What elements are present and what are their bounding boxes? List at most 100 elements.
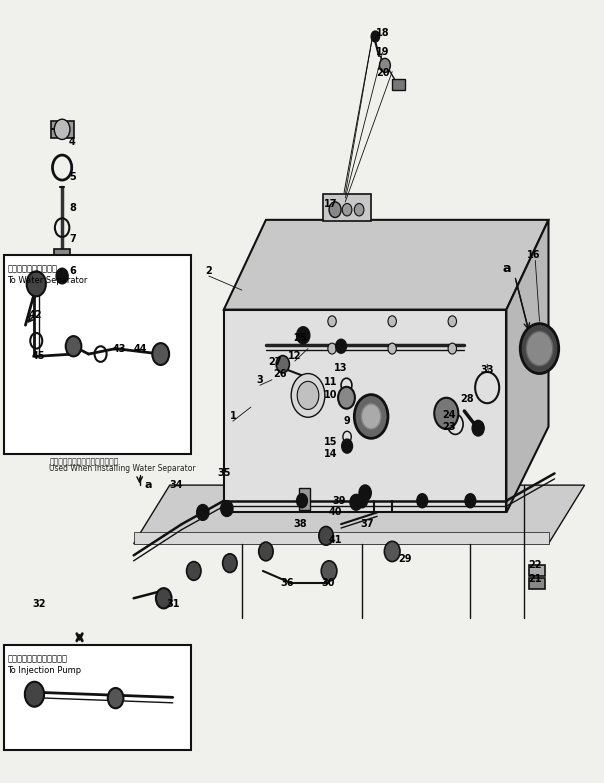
Text: 42: 42 bbox=[28, 310, 42, 320]
Circle shape bbox=[297, 494, 307, 507]
Bar bbox=[54, 249, 70, 265]
Text: ウォータセパレータへ: ウォータセパレータへ bbox=[7, 265, 57, 273]
Bar bbox=[323, 194, 371, 222]
Text: 36: 36 bbox=[280, 578, 294, 588]
Circle shape bbox=[472, 420, 484, 436]
Circle shape bbox=[319, 526, 333, 545]
Text: ウォータセパレータ設置時に使用: ウォータセパレータ設置時に使用 bbox=[50, 457, 119, 466]
Circle shape bbox=[221, 501, 233, 516]
Circle shape bbox=[259, 542, 273, 561]
Text: 34: 34 bbox=[169, 480, 182, 490]
Circle shape bbox=[56, 269, 68, 283]
Circle shape bbox=[350, 495, 362, 510]
Bar bbox=[4, 645, 191, 750]
Bar bbox=[529, 565, 545, 576]
Circle shape bbox=[448, 343, 457, 354]
Text: 11: 11 bbox=[324, 377, 338, 387]
Text: 1: 1 bbox=[230, 412, 236, 421]
Text: 22: 22 bbox=[528, 560, 542, 570]
Text: 8: 8 bbox=[69, 203, 76, 213]
Text: a: a bbox=[502, 262, 510, 275]
Circle shape bbox=[321, 561, 337, 581]
Circle shape bbox=[25, 682, 44, 707]
Text: 28: 28 bbox=[460, 395, 474, 404]
Circle shape bbox=[520, 323, 559, 373]
Circle shape bbox=[342, 204, 352, 216]
Text: 4: 4 bbox=[69, 137, 76, 147]
Polygon shape bbox=[133, 532, 548, 543]
Text: 7: 7 bbox=[69, 234, 76, 244]
Polygon shape bbox=[506, 220, 548, 512]
Circle shape bbox=[156, 588, 172, 608]
Text: 5: 5 bbox=[69, 172, 76, 182]
Circle shape bbox=[328, 343, 336, 354]
Circle shape bbox=[276, 355, 289, 373]
Text: 39: 39 bbox=[333, 496, 346, 506]
Text: 18: 18 bbox=[376, 27, 390, 38]
Text: 45: 45 bbox=[32, 352, 45, 362]
Text: a: a bbox=[145, 480, 152, 490]
Circle shape bbox=[526, 331, 553, 366]
Text: 16: 16 bbox=[527, 250, 540, 260]
Text: 19: 19 bbox=[376, 47, 390, 57]
Text: 27: 27 bbox=[268, 357, 281, 367]
Text: 23: 23 bbox=[443, 421, 456, 431]
Text: 30: 30 bbox=[321, 578, 335, 588]
Circle shape bbox=[108, 688, 123, 709]
Text: 10: 10 bbox=[324, 390, 338, 399]
Bar bbox=[51, 121, 74, 138]
Text: 17: 17 bbox=[324, 199, 338, 209]
Circle shape bbox=[388, 343, 396, 354]
Circle shape bbox=[448, 316, 457, 327]
Text: 12: 12 bbox=[288, 351, 301, 361]
Circle shape bbox=[342, 439, 353, 453]
Circle shape bbox=[297, 327, 310, 344]
Circle shape bbox=[357, 494, 367, 507]
Polygon shape bbox=[224, 220, 548, 309]
Circle shape bbox=[379, 59, 390, 72]
Circle shape bbox=[27, 272, 46, 296]
Text: 44: 44 bbox=[134, 344, 147, 354]
Circle shape bbox=[362, 404, 381, 429]
Text: 41: 41 bbox=[329, 535, 342, 545]
Circle shape bbox=[297, 381, 319, 410]
Circle shape bbox=[371, 31, 379, 42]
Text: 9: 9 bbox=[344, 416, 350, 426]
Text: 29: 29 bbox=[399, 554, 412, 565]
Circle shape bbox=[223, 554, 237, 572]
Text: Used When Installing Water Separator: Used When Installing Water Separator bbox=[50, 464, 196, 473]
Circle shape bbox=[384, 541, 400, 561]
Text: インジェクションポンプへ: インジェクションポンプへ bbox=[7, 655, 68, 664]
Circle shape bbox=[338, 387, 355, 409]
Circle shape bbox=[359, 485, 371, 501]
Text: 26: 26 bbox=[273, 370, 286, 379]
Text: 14: 14 bbox=[324, 449, 338, 459]
Circle shape bbox=[66, 336, 82, 356]
Circle shape bbox=[336, 339, 347, 353]
Text: 25: 25 bbox=[294, 334, 307, 344]
Circle shape bbox=[465, 494, 476, 507]
Text: 13: 13 bbox=[335, 363, 348, 373]
Text: 35: 35 bbox=[217, 468, 231, 478]
Circle shape bbox=[329, 202, 341, 218]
Bar bbox=[4, 255, 191, 454]
Circle shape bbox=[355, 395, 388, 438]
Circle shape bbox=[434, 398, 458, 429]
Text: 33: 33 bbox=[480, 365, 494, 374]
Circle shape bbox=[291, 373, 325, 417]
Text: 32: 32 bbox=[32, 599, 45, 608]
Text: 31: 31 bbox=[166, 599, 179, 608]
Circle shape bbox=[187, 561, 201, 580]
Text: 24: 24 bbox=[443, 410, 456, 420]
Text: 20: 20 bbox=[376, 68, 390, 78]
Text: 6: 6 bbox=[69, 265, 76, 276]
Polygon shape bbox=[224, 309, 506, 512]
Circle shape bbox=[328, 316, 336, 327]
Circle shape bbox=[152, 343, 169, 365]
Bar bbox=[299, 489, 310, 510]
Text: 2: 2 bbox=[205, 265, 212, 276]
Text: 40: 40 bbox=[329, 507, 342, 518]
Circle shape bbox=[197, 504, 209, 520]
Bar bbox=[529, 578, 545, 589]
Circle shape bbox=[355, 204, 364, 216]
